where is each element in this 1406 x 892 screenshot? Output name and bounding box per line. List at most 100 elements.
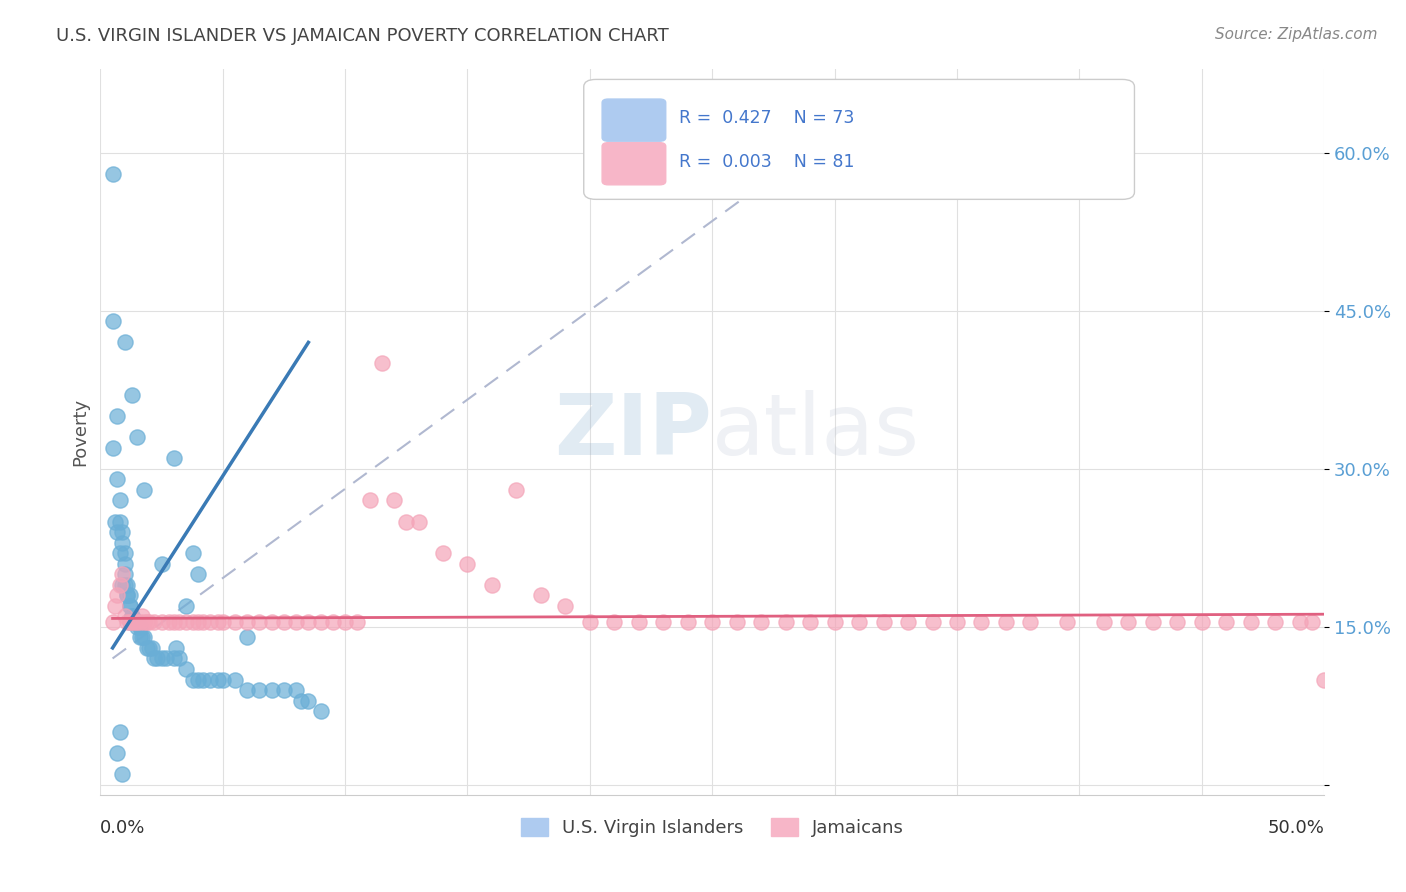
Point [114, 567, 136, 582]
Point [117, 588, 139, 602]
Point [676, 615, 699, 629]
Point [297, 693, 319, 707]
Point [138, 615, 160, 629]
Point [101, 441, 124, 455]
Point [297, 615, 319, 629]
Text: U.S. VIRGIN ISLANDER VS JAMAICAN POVERTY CORRELATION CHART: U.S. VIRGIN ISLANDER VS JAMAICAN POVERTY… [56, 27, 669, 45]
Point [775, 615, 797, 629]
Point [187, 615, 209, 629]
Point [117, 588, 139, 602]
Point [249, 615, 271, 629]
Point [134, 483, 156, 497]
Point [322, 615, 344, 629]
FancyBboxPatch shape [602, 99, 666, 141]
Point [1240, 615, 1263, 629]
Point [117, 615, 139, 629]
Point [799, 615, 821, 629]
Point [260, 683, 283, 698]
Point [285, 683, 308, 698]
Point [167, 615, 190, 629]
Point [134, 615, 156, 629]
Point [1264, 615, 1286, 629]
Point [702, 615, 724, 629]
Point [121, 615, 143, 629]
Point [163, 615, 186, 629]
Point [236, 631, 259, 645]
Point [125, 615, 148, 629]
Point [1288, 615, 1310, 629]
Point [187, 673, 209, 687]
Point [155, 651, 177, 665]
Point [163, 451, 186, 466]
Point [749, 615, 772, 629]
Point [114, 335, 136, 350]
Point [1166, 615, 1188, 629]
Point [273, 615, 295, 629]
Point [346, 615, 368, 629]
Point [111, 578, 134, 592]
Text: R =  0.003    N = 81: R = 0.003 N = 81 [679, 153, 855, 170]
Point [118, 599, 141, 613]
Point [1313, 673, 1336, 687]
Point [114, 546, 136, 560]
Point [285, 615, 308, 629]
Point [143, 651, 166, 665]
Point [236, 683, 259, 698]
Point [1301, 615, 1323, 629]
Point [124, 615, 146, 629]
Text: 0.0%: 0.0% [100, 819, 146, 837]
Point [273, 683, 295, 698]
Point [101, 167, 124, 181]
Point [921, 615, 943, 629]
Point [211, 615, 233, 629]
Point [104, 515, 127, 529]
Point [150, 557, 173, 571]
Point [107, 409, 129, 424]
Point [408, 515, 430, 529]
Point [108, 578, 131, 592]
Point [200, 673, 222, 687]
Point [131, 631, 153, 645]
Point [107, 472, 129, 486]
Point [174, 615, 197, 629]
Point [167, 651, 190, 665]
Point [124, 615, 146, 629]
Point [260, 615, 283, 629]
Text: R =  0.427    N = 73: R = 0.427 N = 73 [679, 109, 855, 127]
Point [249, 683, 271, 698]
Point [211, 673, 233, 687]
FancyBboxPatch shape [602, 143, 666, 185]
Point [554, 599, 576, 613]
Point [652, 615, 675, 629]
Point [135, 615, 157, 629]
Y-axis label: Poverty: Poverty [72, 398, 89, 466]
Point [150, 651, 173, 665]
Point [118, 599, 141, 613]
Point [309, 615, 332, 629]
Point [183, 546, 205, 560]
Point [848, 615, 870, 629]
Point [333, 615, 356, 629]
Point [432, 546, 454, 560]
Text: 50.0%: 50.0% [1267, 819, 1324, 837]
Point [505, 483, 527, 497]
Point [456, 557, 478, 571]
Point [111, 535, 134, 549]
Point [224, 615, 246, 629]
Point [135, 640, 157, 655]
Point [101, 314, 124, 328]
Point [224, 673, 246, 687]
Point [725, 615, 748, 629]
Point [111, 524, 134, 539]
Point [141, 640, 163, 655]
Point [125, 615, 148, 629]
Point [200, 615, 222, 629]
Point [121, 388, 143, 402]
Point [114, 578, 136, 592]
Point [530, 588, 553, 602]
Point [1019, 615, 1042, 629]
Point [183, 673, 205, 687]
Point [138, 640, 160, 655]
Point [824, 615, 846, 629]
Point [131, 609, 153, 624]
